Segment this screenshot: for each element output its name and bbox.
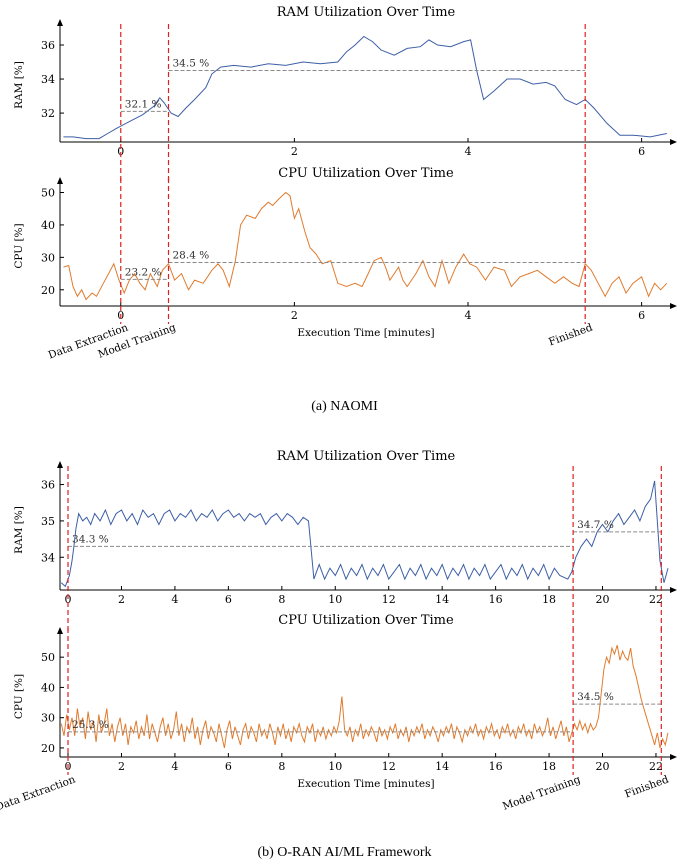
x-tick-label: 6 xyxy=(638,145,645,158)
x-axis-arrow xyxy=(670,754,677,760)
x-tick-label: 10 xyxy=(328,760,342,773)
chart-b-ram: RAM Utilization Over Time 0 2 4 6 8 10 12 14 16 18… xyxy=(13,449,677,632)
x-tick-label: 6 xyxy=(225,593,232,606)
y-tick-label: 32 xyxy=(41,107,55,120)
x-tick-label: 14 xyxy=(435,593,449,606)
mean-label: 23.2 % xyxy=(125,266,162,278)
y-tick-label: 30 xyxy=(41,251,55,264)
y-axis-arrow xyxy=(57,177,63,184)
x-tick-label: 14 xyxy=(435,760,449,773)
x-tick-label: 4 xyxy=(465,309,472,322)
x-tick-label: 6 xyxy=(225,760,232,773)
y-tick-label: 50 xyxy=(41,651,55,664)
series-line xyxy=(60,480,669,588)
chart-title: RAM Utilization Over Time xyxy=(277,449,456,464)
mean-label: 25.3 % xyxy=(72,719,109,731)
x-tick-label: 0 xyxy=(65,593,72,606)
y-tick-label: 40 xyxy=(41,219,55,232)
x-tick-label: 18 xyxy=(542,593,556,606)
y-tick-label: 34 xyxy=(41,73,55,86)
mean-label: 34.3 % xyxy=(72,533,109,545)
phase-label: Finished xyxy=(547,321,594,348)
chart-a-ram: RAM Utilization Over Time 0 2 4 6 32 34 36 RAM [… xyxy=(13,5,677,184)
caption-a: (a) NAOMI xyxy=(311,399,378,414)
y-axis-arrow xyxy=(57,19,63,26)
x-tick-label: 12 xyxy=(382,760,396,773)
caption-b: (b) O-RAN AI/ML Framework xyxy=(257,845,431,860)
y-axis-label: CPU [%] xyxy=(13,674,25,719)
series-line xyxy=(63,191,668,301)
x-tick-label: 20 xyxy=(596,593,610,606)
mean-label: 32.1 % xyxy=(125,98,162,110)
x-tick-label: 0 xyxy=(117,145,124,158)
mean-label: 34.7 % xyxy=(577,519,614,531)
phase-label: Finished xyxy=(623,773,670,800)
x-axis-label: Execution Time [minutes] xyxy=(297,778,434,790)
x-tick-label: 20 xyxy=(596,760,610,773)
phase-label: Data Extraction xyxy=(0,773,77,813)
series-line xyxy=(60,644,669,749)
chart-title: RAM Utilization Over Time xyxy=(277,5,456,20)
x-tick-label: 2 xyxy=(118,760,125,773)
y-tick-label: 30 xyxy=(41,712,55,725)
x-tick-label: 4 xyxy=(465,145,472,158)
y-tick-label: 35 xyxy=(41,515,55,528)
chart-title: CPU Utilization Over Time xyxy=(278,166,454,181)
x-tick-label: 2 xyxy=(291,145,298,158)
mean-label: 34.5 % xyxy=(577,691,614,703)
y-tick-label: 20 xyxy=(41,284,55,297)
y-tick-label: 36 xyxy=(41,39,55,52)
y-axis-arrow xyxy=(57,627,63,634)
x-tick-label: 4 xyxy=(171,593,178,606)
y-axis-label: RAM [%] xyxy=(13,61,25,109)
chart-title: CPU Utilization Over Time xyxy=(278,613,454,628)
mean-label: 34.5 % xyxy=(173,58,210,70)
series-line xyxy=(63,35,667,140)
x-axis-arrow xyxy=(670,303,677,309)
x-tick-label: 16 xyxy=(489,760,503,773)
y-tick-label: 36 xyxy=(41,479,55,492)
chart-b-cpu: CPU Utilization Over Time024681012141618… xyxy=(13,613,677,790)
y-tick-label: 34 xyxy=(41,551,55,564)
x-tick-label: 22 xyxy=(649,760,663,773)
x-axis-label: Execution Time [minutes] xyxy=(297,327,434,339)
chart-a-cpu: CPU Utilization Over Time024620304050CPU… xyxy=(13,166,677,339)
y-tick-label: 20 xyxy=(41,742,55,755)
phase-label: Model Training xyxy=(501,773,582,812)
y-axis-label: CPU [%] xyxy=(13,223,25,268)
x-tick-label: 12 xyxy=(382,593,396,606)
x-tick-label: 8 xyxy=(278,760,285,773)
x-tick-label: 22 xyxy=(649,593,663,606)
mean-label: 28.4 % xyxy=(173,250,210,262)
x-tick-label: 2 xyxy=(118,593,125,606)
y-axis-arrow xyxy=(57,461,63,468)
y-tick-label: 50 xyxy=(41,186,55,199)
y-tick-label: 40 xyxy=(41,681,55,694)
x-tick-label: 18 xyxy=(542,760,556,773)
x-axis-arrow xyxy=(670,139,677,145)
x-tick-label: 2 xyxy=(291,309,298,322)
y-axis-label: RAM [%] xyxy=(13,506,25,554)
x-tick-label: 10 xyxy=(328,593,342,606)
x-tick-label: 16 xyxy=(489,593,503,606)
x-tick-label: 8 xyxy=(278,593,285,606)
x-axis-arrow xyxy=(670,587,677,593)
x-tick-label: 4 xyxy=(171,760,178,773)
x-tick-label: 6 xyxy=(638,309,645,322)
